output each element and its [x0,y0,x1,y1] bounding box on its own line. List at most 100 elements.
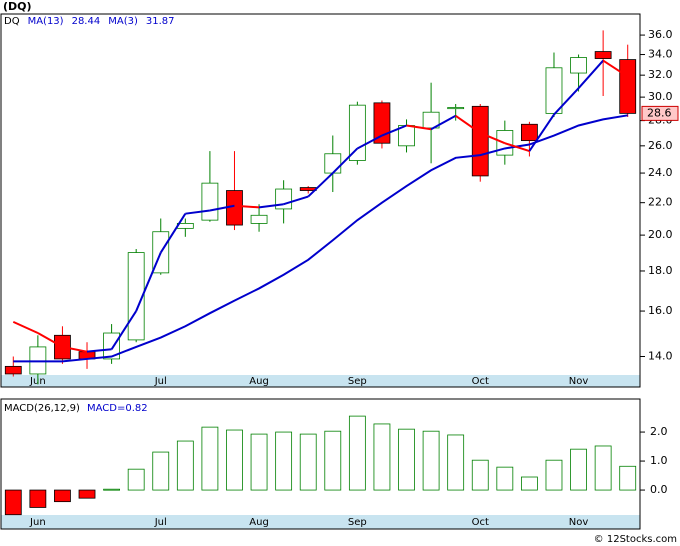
candle-body [594,51,612,59]
ma-segment [258,203,284,209]
macd-bar [103,488,120,491]
macd-bar [348,415,366,491]
macd-bar [127,468,145,491]
macd-bar [619,465,637,491]
y-tick-label: 30.0 [648,90,673,103]
ma-segment [37,332,63,348]
legend-text: MA(3) [108,16,138,27]
candle-body [447,107,465,110]
x-tick-label: Jul [154,517,167,528]
candle-body [471,105,489,177]
last-price-label: 28.6 [647,106,672,119]
macd-bar [545,459,563,491]
y-tick-label: 16.0 [648,304,673,317]
panel-frame [0,13,641,388]
macd-bar [78,489,96,499]
y-tick-label: 2.0 [650,425,668,438]
ma-segment [455,114,481,134]
legend-text: MA(13) [28,16,64,27]
candle-body [422,111,440,129]
panel-title: MACD(26,12,9) [4,403,80,414]
macd-bar [201,426,219,491]
macd-bar [398,428,415,491]
ma-segment [406,124,432,131]
candle-body [348,104,366,161]
ma-segment [504,142,530,153]
x-tick-label: Sep [348,517,367,528]
y-tick-label: 1.0 [650,454,668,467]
candle-body [324,153,342,174]
ma-segment [528,114,555,152]
macd-bar [373,423,391,491]
candle-body [201,182,219,221]
x-tick-label: Sep [348,376,367,387]
legend-text: 31.87 [146,16,175,27]
x-tick-label: Oct [472,376,489,387]
macd-bar [4,489,22,516]
y-tick-label: 26.0 [648,139,673,152]
macd-bar [422,430,440,491]
macd-bar [447,434,465,491]
macd-bar [250,433,268,491]
candle-body [103,332,120,360]
candle-body [4,365,22,375]
ma-line [13,114,628,363]
y-tick-label: 0.0 [650,483,668,496]
ma-segment [356,134,383,150]
macd-bar [594,445,612,491]
legend-text: DQ [4,16,20,27]
footer: © 12Stocks.com [594,534,677,545]
macd-bar [152,451,170,491]
y-tick-label: 22.0 [648,196,673,209]
macd-bar [324,430,342,491]
legend-text: 28.44 [72,16,101,27]
x-tick-label: Oct [472,517,489,528]
y-tick-label: 36.0 [648,28,673,41]
ma-segment [602,59,629,78]
ma-segment [185,209,211,215]
panel-frame [0,398,641,530]
ma-segment [62,345,88,353]
candle-body [570,57,587,74]
ma-segment [430,114,457,131]
x-tick-label: Jul [154,376,167,387]
macd-bar [176,440,194,491]
macd-bar [496,466,514,491]
ma-segment [332,147,359,174]
chart-title: (DQ) [3,0,32,13]
y-tick-label: 34.0 [648,48,673,61]
ma-segment [234,204,260,209]
y-tick-label: 18.0 [648,264,673,277]
ma-segment [553,87,580,116]
ma-segment [110,310,138,350]
macd-bar [29,489,47,508]
candle-body [373,102,391,144]
x-tick-label: Aug [249,376,269,387]
last-price-box [641,105,679,121]
candle-body [545,67,563,114]
candle-body [521,123,538,142]
ma-segment [209,204,235,212]
ma-segment [12,320,39,334]
x-tick-label: Aug [249,517,269,528]
y-tick-label: 14.0 [648,350,673,363]
x-axis-band [1,515,640,529]
macd-bar [570,448,587,491]
macd-bar [54,489,71,503]
x-tick-label: Jun [29,517,46,528]
macd-readout: MACD=0.82 [87,403,148,414]
y-tick-label: 32.0 [648,68,673,81]
ma-segment [135,252,162,312]
ma-segment [86,348,112,353]
macd-bar [275,431,293,491]
ma-segment [307,172,334,198]
candle-body [250,214,268,224]
macd-bar [521,476,538,491]
ma-segment [479,132,506,145]
ma-segment [577,59,604,89]
ma-segment [159,213,187,254]
x-axis-band [1,375,640,387]
x-tick-label: Nov [569,517,589,528]
ma-segment [283,195,309,206]
